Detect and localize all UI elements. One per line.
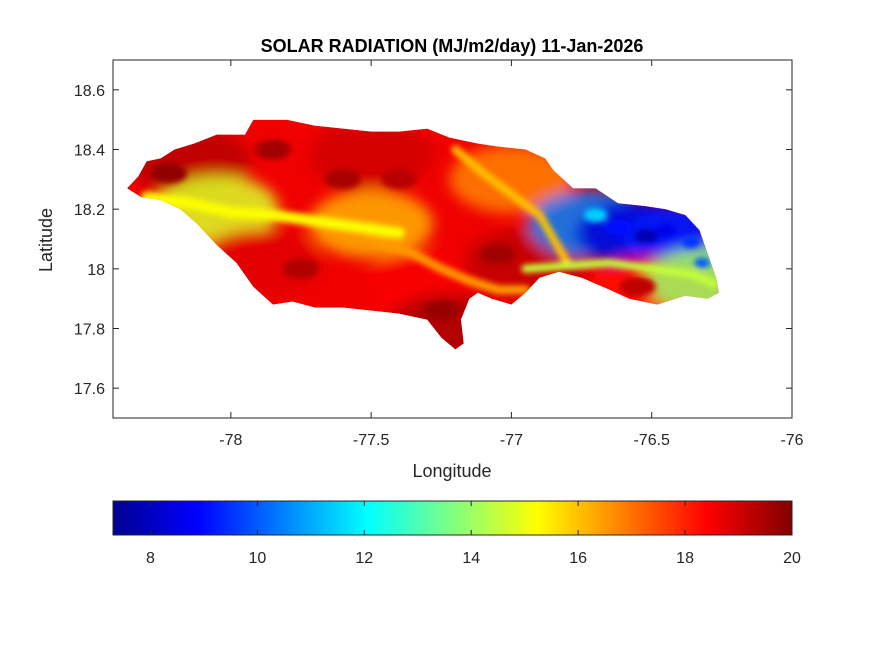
colorbar-tick-label: 12: [355, 550, 373, 567]
y-tick-label: 17.8: [74, 322, 105, 339]
region-east-central-north: [449, 145, 574, 214]
jamaica-heatmap: [127, 119, 719, 350]
y-tick-label: 18.2: [74, 202, 105, 219]
y-tick-label: 18.6: [74, 83, 105, 100]
y-axis: 17.6 17.8 18 18.2 18.4 18.6: [74, 83, 792, 398]
y-tick-label: 18.4: [74, 143, 105, 160]
colorbar-tick-label: 18: [676, 550, 694, 567]
colorbar-tick-label: 20: [783, 550, 801, 567]
colorbar-tick-label: 8: [146, 550, 155, 567]
chart-title: SOLAR RADIATION (MJ/m2/day) 11-Jan-2026: [261, 36, 644, 56]
y-tick-label: 17.6: [74, 381, 105, 398]
x-tick-label: -76.5: [633, 432, 670, 449]
x-axis: -78 -77.5 -77 -76.5 -76: [219, 60, 804, 449]
x-axis-title: Longitude: [412, 461, 491, 481]
colorbar-tick-label: 14: [462, 550, 480, 567]
colorbar: [112, 500, 793, 536]
colorbar-tick-label: 16: [569, 550, 587, 567]
y-tick-label: 18: [87, 262, 105, 279]
plot-frame: [112, 59, 793, 419]
x-tick-label: -77.5: [353, 432, 390, 449]
x-tick-label: -76: [780, 432, 803, 449]
colorbar-ticks: 8 10 12 14 16 18 20: [146, 501, 801, 567]
x-tick-label: -78: [219, 432, 242, 449]
y-axis-title: Latitude: [36, 208, 56, 272]
colorbar-tick-label: 10: [248, 550, 266, 567]
x-tick-label: -77: [500, 432, 523, 449]
